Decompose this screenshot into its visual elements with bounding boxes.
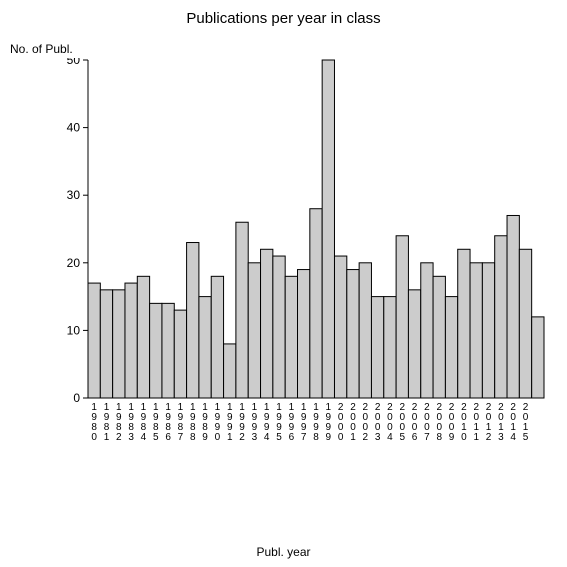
y-axis-label: No. of Publ. <box>10 42 73 56</box>
x-tick-label: 1993 <box>252 402 258 443</box>
x-tick-label: 1991 <box>227 402 233 443</box>
bar <box>236 222 248 398</box>
x-tick-label: 1986 <box>165 402 171 443</box>
bar <box>371 297 383 398</box>
bar <box>125 283 137 398</box>
bar <box>396 236 408 398</box>
x-tick-label: 1983 <box>128 402 134 443</box>
x-tick-label: 2008 <box>436 402 442 443</box>
bar <box>334 256 346 398</box>
bar <box>174 310 186 398</box>
x-tick-label: 2010 <box>461 402 467 443</box>
x-tick-label: 2009 <box>449 402 455 443</box>
bar <box>445 297 457 398</box>
x-tick-label: 2013 <box>498 402 504 443</box>
x-tick-label: 1995 <box>276 402 282 443</box>
bar <box>310 209 322 398</box>
x-axis-label: Publ. year <box>0 545 567 559</box>
bar <box>199 297 211 398</box>
bar <box>273 256 285 398</box>
bar <box>470 263 482 398</box>
x-tick-label: 2005 <box>399 402 405 443</box>
x-tick-label: 2007 <box>424 402 430 443</box>
bar <box>162 303 174 398</box>
bar <box>298 270 310 398</box>
x-tick-label: 1996 <box>289 402 295 443</box>
x-tick-label: 2015 <box>523 402 529 443</box>
x-tick-label: 1999 <box>326 402 332 443</box>
x-tick-label: 1998 <box>313 402 319 443</box>
x-tick-label: 2004 <box>387 402 393 443</box>
y-tick-label: 50 <box>67 58 81 67</box>
x-tick-label: 1984 <box>141 402 147 443</box>
x-tick-label: 2003 <box>375 402 381 443</box>
bar <box>458 249 470 398</box>
x-tick-label: 1992 <box>239 402 245 443</box>
bar <box>100 290 112 398</box>
bar <box>384 297 396 398</box>
x-tick-label: 2012 <box>486 402 492 443</box>
x-tick-label: 2001 <box>350 402 356 443</box>
plot-area: 0 10 20 30 40 50 1980 1981 1982 1983 1984 1985 1986 1… <box>60 58 550 458</box>
x-tick-label: 1980 <box>91 402 97 443</box>
x-tick-label: 2011 <box>473 402 479 443</box>
bar <box>88 283 100 398</box>
bar <box>322 60 334 398</box>
x-tick-label: 2002 <box>363 402 369 443</box>
bar <box>507 215 519 398</box>
chart-container: Publications per year in class No. of Pu… <box>0 0 567 567</box>
x-tick-label: 2000 <box>338 402 344 443</box>
bar <box>495 236 507 398</box>
x-tick-label: 1994 <box>264 402 270 443</box>
y-tick-label: 30 <box>67 188 81 202</box>
x-tick-label: 1997 <box>301 402 307 443</box>
bar <box>347 270 359 398</box>
bar <box>408 290 420 398</box>
y-tick-label: 0 <box>73 391 80 405</box>
y-tick-label: 40 <box>67 121 81 135</box>
bar <box>359 263 371 398</box>
bar <box>421 263 433 398</box>
x-tick-label: 1982 <box>116 402 122 443</box>
bar <box>532 317 544 398</box>
x-tick-label: 1988 <box>190 402 196 443</box>
bar <box>137 276 149 398</box>
x-tick-label: 1990 <box>215 402 221 443</box>
x-tick-label: 2006 <box>412 402 418 443</box>
bar <box>519 249 531 398</box>
bar <box>433 276 445 398</box>
bar <box>211 276 223 398</box>
bar <box>285 276 297 398</box>
bar <box>224 344 236 398</box>
bar <box>150 303 162 398</box>
x-tick-label: 1987 <box>178 402 184 443</box>
bar <box>113 290 125 398</box>
y-tick-label: 20 <box>67 256 81 270</box>
bar <box>187 243 199 398</box>
x-tick-label: 1985 <box>153 402 159 443</box>
bar <box>261 249 273 398</box>
chart-title: Publications per year in class <box>0 10 567 27</box>
y-tick-label: 10 <box>67 323 81 337</box>
x-tick-label: 2014 <box>510 402 516 443</box>
x-tick-label: 1989 <box>202 402 208 443</box>
x-tick-label: 1981 <box>104 402 110 443</box>
bar <box>482 263 494 398</box>
bar <box>248 263 260 398</box>
